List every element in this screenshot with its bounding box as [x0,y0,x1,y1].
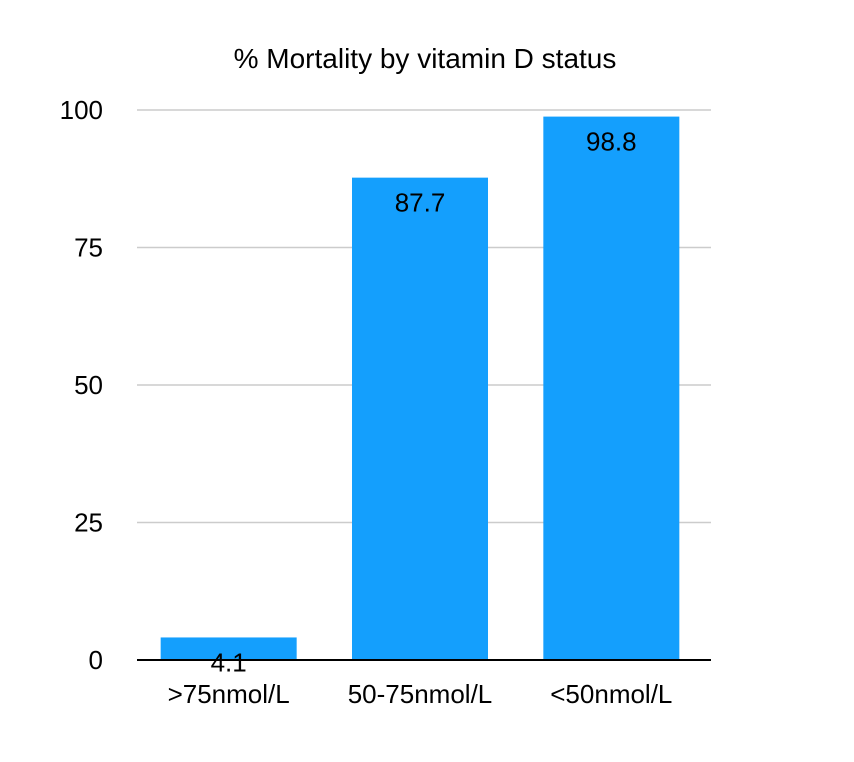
bar [352,177,488,660]
category-label: <50nmol/L [550,679,672,709]
category-label: 50-75nmol/L [348,679,493,709]
y-tick-label: 50 [74,370,103,400]
y-tick-label: 25 [74,508,103,538]
data-label: 87.7 [395,188,446,218]
y-tick-label: 75 [74,233,103,263]
data-label: 4.1 [211,647,247,677]
bar [543,116,680,661]
y-tick-label: 100 [60,95,103,125]
data-label: 98.8 [586,127,637,157]
bar [160,637,297,660]
chart-title: % Mortality by vitamin D status [234,43,617,74]
category-label: >75nmol/L [168,679,290,709]
bars [160,116,680,661]
data-labels: 4.1 87.7 98.8 [211,127,637,678]
y-axis-tick-labels: 0 25 50 75 100 [60,95,103,675]
y-tick-label: 0 [89,645,103,675]
x-axis-category-labels: >75nmol/L 50-75nmol/L <50nmol/L [168,679,673,709]
